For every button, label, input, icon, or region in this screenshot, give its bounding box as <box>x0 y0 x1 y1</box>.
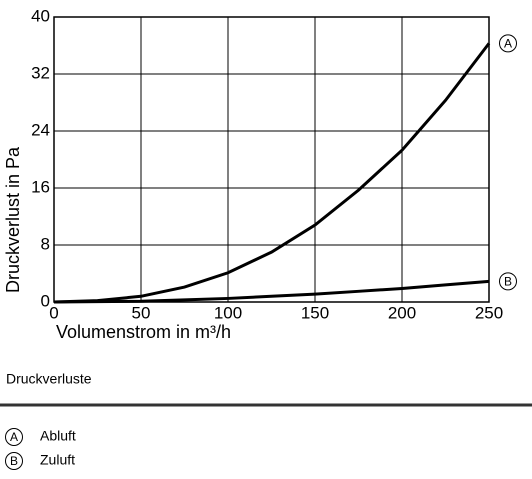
x-tick-label: 150 <box>301 303 329 322</box>
series-marker: A <box>504 37 512 51</box>
series-marker: B <box>10 454 18 468</box>
series-marker-circle <box>5 428 23 446</box>
series-line <box>53 279 490 304</box>
series-marker: B <box>504 275 512 289</box>
x-tick-label: 200 <box>388 303 416 322</box>
plot-frame <box>53 16 490 303</box>
series-line <box>53 42 491 304</box>
caption: Druckverluste <box>6 371 92 387</box>
y-tick-label: 40 <box>31 6 50 25</box>
y-tick-label: 24 <box>31 120 50 139</box>
x-tick-label: 0 <box>49 303 58 322</box>
y-axis-label: Druckverlust in Pa <box>3 146 23 293</box>
y-tick-label: 8 <box>41 234 50 253</box>
series-marker-circle <box>5 452 23 470</box>
legend-label: Zuluft <box>40 452 75 468</box>
series-marker-circle <box>499 34 517 53</box>
series-marker: A <box>10 430 18 444</box>
y-tick-label: 0 <box>41 291 50 310</box>
x-axis-label: Volumenstrom in m³/h <box>56 322 231 342</box>
y-tick-label: 16 <box>31 177 50 196</box>
legend-label: Abluft <box>40 428 76 444</box>
x-tick-label: 100 <box>214 303 242 322</box>
y-tick-label: 32 <box>31 63 50 82</box>
x-tick-label: 50 <box>132 303 151 322</box>
series-marker-circle <box>499 272 517 291</box>
x-tick-label: 250 <box>475 303 503 322</box>
